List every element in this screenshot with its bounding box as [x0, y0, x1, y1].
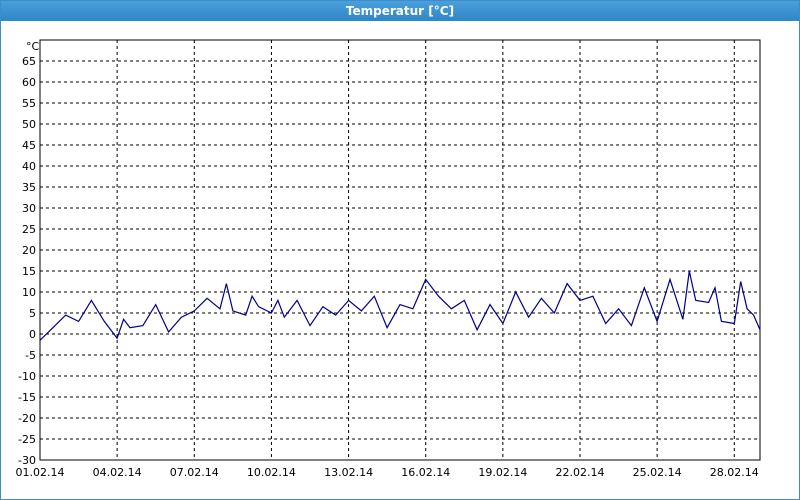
- x-tick-label: 19.02.14: [478, 466, 527, 479]
- x-tick-label: 04.02.14: [93, 466, 142, 479]
- y-tick-label: -10: [18, 370, 36, 383]
- y-tick-label: 50: [22, 118, 36, 131]
- y-tick-label: 55: [22, 97, 36, 110]
- y-tick-label: -20: [18, 412, 36, 425]
- y-tick-label: 40: [22, 160, 36, 173]
- x-tick-label: 07.02.14: [170, 466, 219, 479]
- y-tick-labels: -30 -25 -20 -15 -10 -5 0 5 10 15 20 25 30 35 40 45 50 55 6…: [18, 55, 36, 467]
- y-tick-label: -5: [25, 349, 36, 362]
- y-tick-label: 65: [22, 55, 36, 68]
- y-tick-label: -25: [18, 433, 36, 446]
- y-tick-label: 45: [22, 139, 36, 152]
- grid-lines: [40, 40, 760, 460]
- window-title: Temperatur [°C]: [1, 1, 799, 21]
- y-tick-label: 5: [29, 307, 36, 320]
- y-tick-label: 30: [22, 202, 36, 215]
- x-tick-labels: 01.02.14 04.02.14 07.02.14 10.02.14 13.02.14…: [16, 466, 759, 479]
- y-tick-label: 20: [22, 244, 36, 257]
- y-tick-label: 35: [22, 181, 36, 194]
- x-tick-label: 10.02.14: [247, 466, 296, 479]
- x-tick-label: 28.02.14: [710, 466, 759, 479]
- series-line: [39, 270, 761, 341]
- y-tick-label: 60: [22, 76, 36, 89]
- x-tick-label: 13.02.14: [324, 466, 373, 479]
- y-tick-label: -30: [18, 454, 36, 467]
- y-tick-label: 10: [22, 286, 36, 299]
- y-tick-label: -15: [18, 391, 36, 404]
- x-tick-label: 25.02.14: [633, 466, 682, 479]
- y-tick-label: 15: [22, 265, 36, 278]
- y-tick-label: 0: [29, 328, 36, 341]
- x-tick-label: 16.02.14: [401, 466, 450, 479]
- y-axis-unit: °C: [26, 40, 40, 53]
- x-tick-label: 01.02.14: [16, 466, 65, 479]
- y-tick-label: 25: [22, 223, 36, 236]
- x-tick-label: 22.02.14: [556, 466, 605, 479]
